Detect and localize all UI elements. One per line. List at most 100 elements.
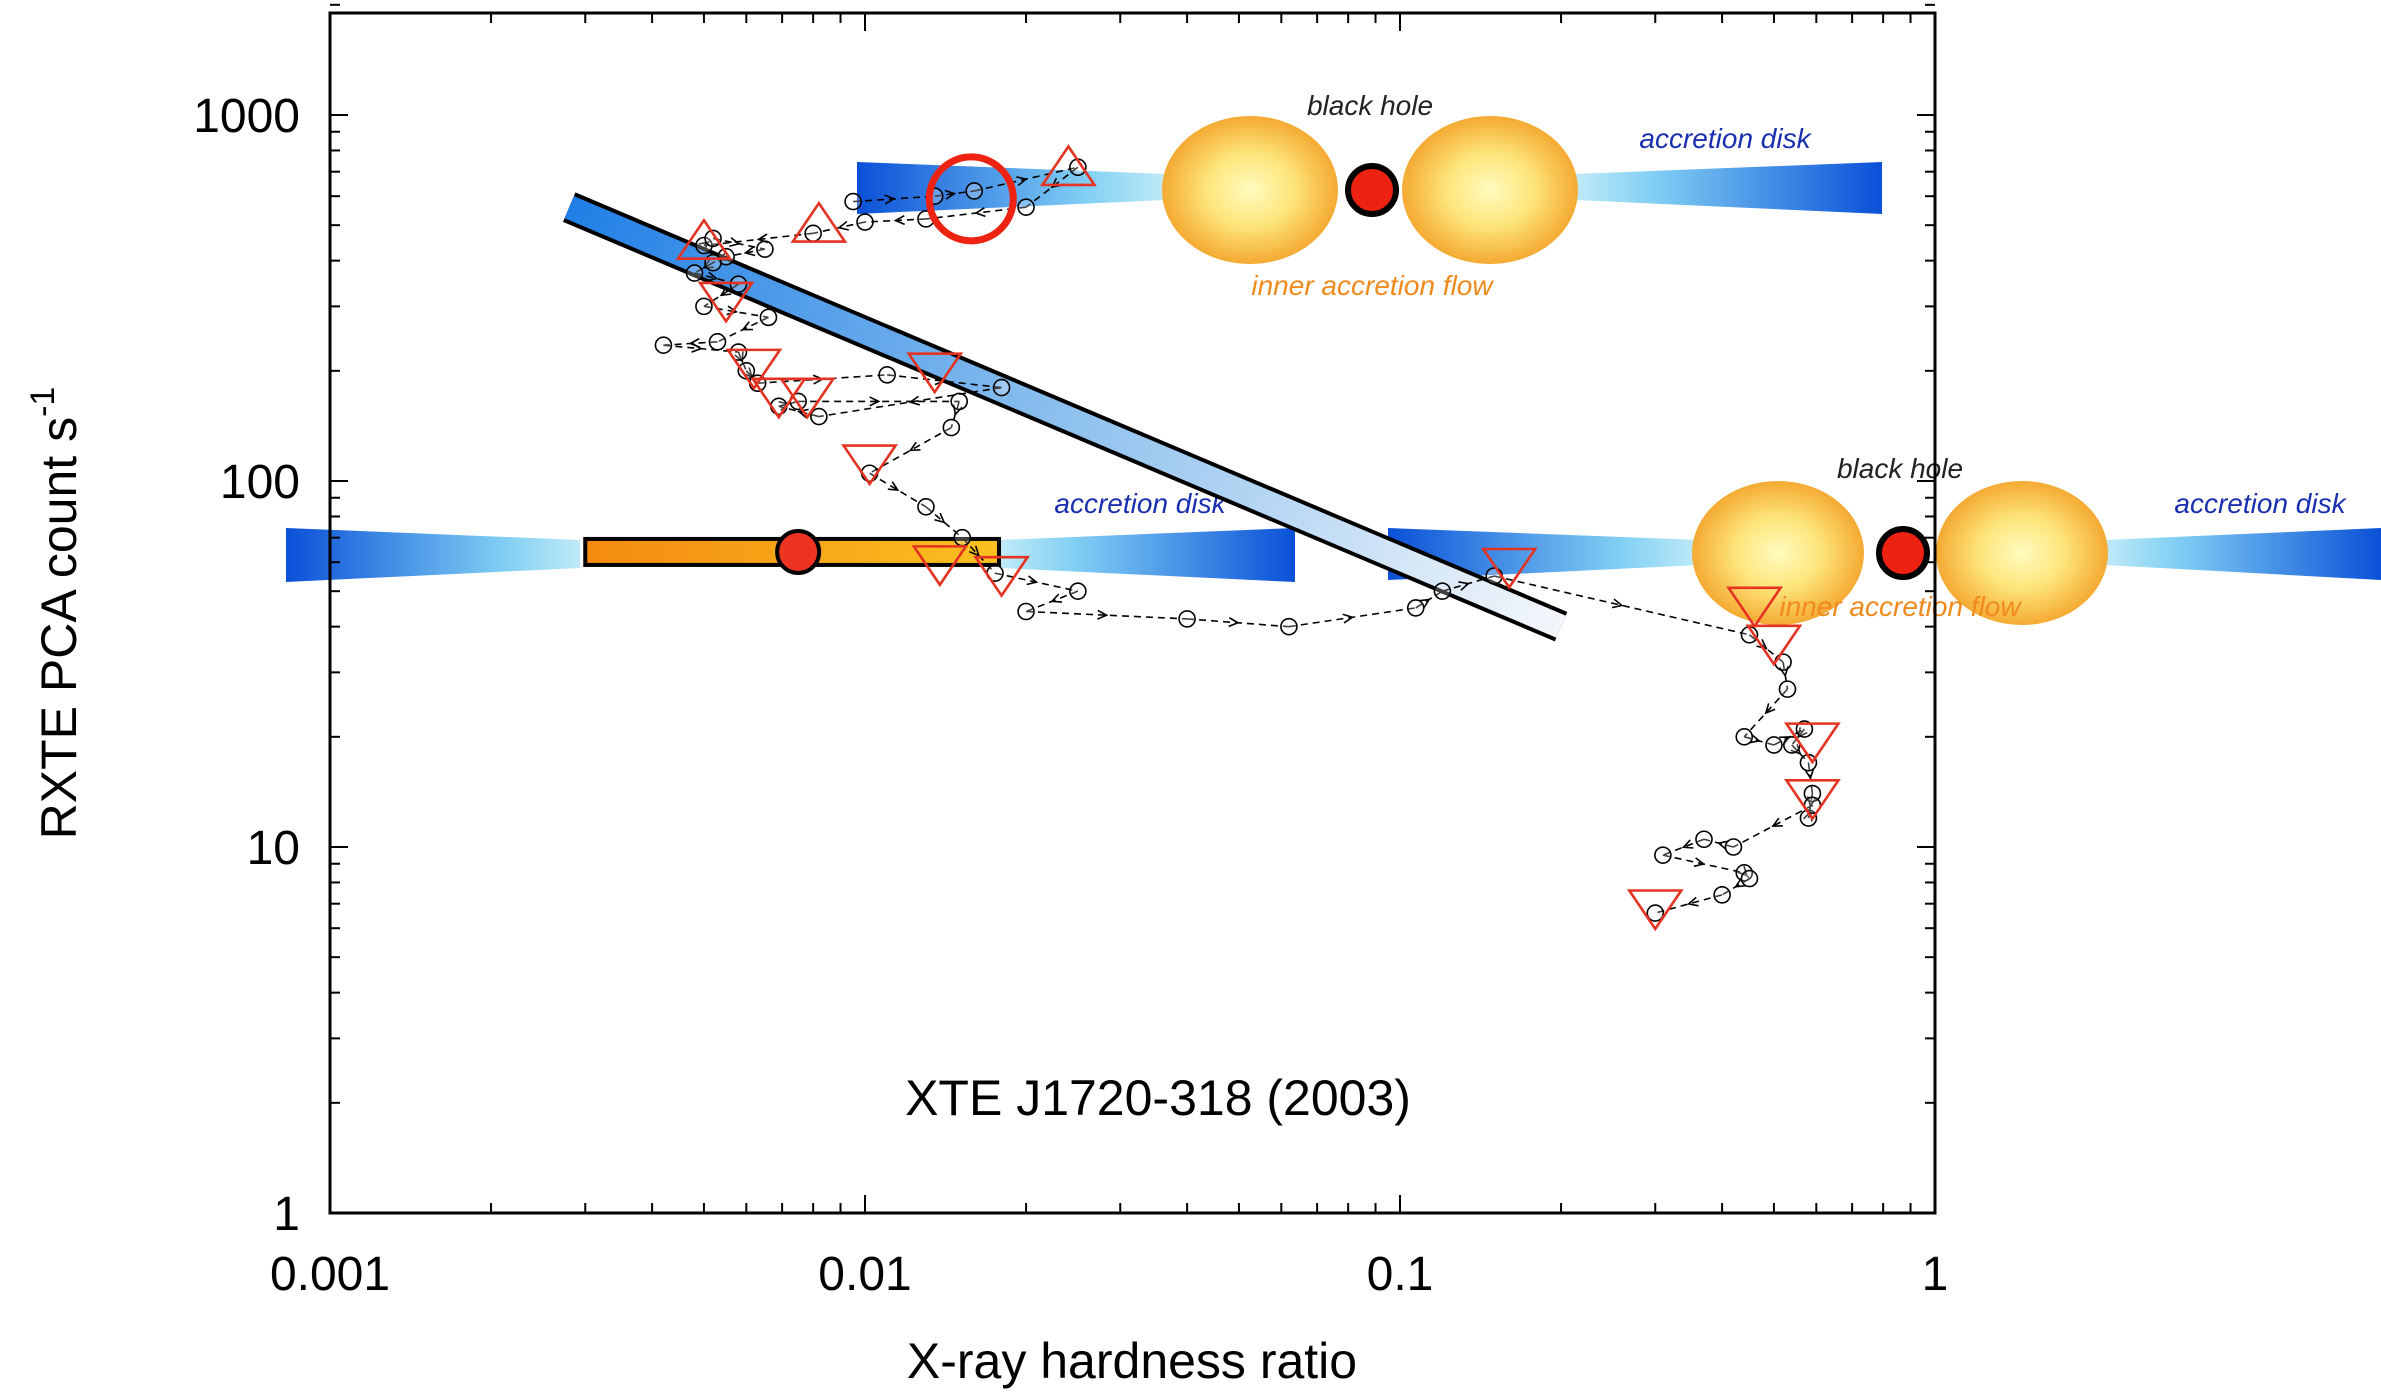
track-arrowhead: [969, 545, 980, 557]
triangle-point: [841, 444, 899, 487]
triangle-point: [1783, 722, 1841, 765]
track-arrowhead: [944, 189, 957, 200]
triangle-point: [1039, 144, 1097, 187]
x-axis-label: X-ray hardness ratio: [907, 1333, 1357, 1389]
triangle-point: [911, 545, 969, 588]
track-arrowhead: [1419, 598, 1431, 609]
track-connector: [869, 472, 927, 508]
track-arrowhead: [1764, 703, 1776, 715]
track-arrowhead: [1796, 727, 1808, 739]
track-arrowhead: [1734, 877, 1746, 888]
track-arrowhead: [797, 408, 809, 419]
inset-top-flow-label: inner accretion flow: [1251, 270, 1494, 301]
track-arrowhead: [893, 214, 906, 226]
circle-point: [685, 264, 704, 282]
triangle-point: [790, 200, 848, 243]
track-connector: [694, 261, 714, 274]
track-arrowhead: [1756, 639, 1768, 650]
circle-point: [1406, 599, 1425, 617]
track-arrowhead: [1737, 865, 1749, 878]
circle-point: [1713, 886, 1731, 904]
triangle-point: [1783, 779, 1841, 822]
chart-title: XTE J1720-318 (2003): [905, 1070, 1411, 1126]
track-connector: [1494, 575, 1750, 636]
track-arrowhead: [934, 512, 946, 524]
track-arrowhead: [702, 259, 714, 269]
track-arrowhead: [743, 246, 756, 257]
circle-point: [1724, 838, 1743, 856]
circle-point: [1433, 582, 1452, 600]
circle-point: [1735, 728, 1754, 746]
axis-ticks: [329, 3, 1935, 1214]
track-connector: [818, 386, 1002, 418]
track-arrowhead: [1050, 593, 1063, 603]
triangle-point: [1626, 889, 1684, 932]
track-connector: [934, 190, 975, 197]
inset-right-flow-right: [1936, 481, 2108, 625]
inset-left-disk-inner: [1000, 528, 1295, 582]
x-tick-label: 1: [1922, 1248, 1949, 1301]
circle-point: [953, 528, 972, 547]
y-axis-label: RXTE PCA count s-1: [24, 387, 87, 840]
circle-point: [844, 192, 862, 211]
triangle-point: [778, 377, 836, 420]
track-arrowhead: [1458, 581, 1471, 591]
track-connector: [1743, 688, 1789, 738]
inset-right-black-hole: [1876, 526, 1930, 580]
track-connector: [703, 305, 769, 319]
track-arrowhead: [691, 342, 703, 353]
triangle-point: [675, 217, 733, 260]
triangle-point: [1480, 547, 1538, 590]
x-tick-label: 0.1: [1367, 1248, 1434, 1301]
inset-left-disk-label: accretion disk: [1054, 488, 1227, 519]
circle-point: [704, 229, 722, 248]
circle-point: [965, 182, 984, 200]
circle-point: [1280, 617, 1298, 636]
track-arrowhead: [837, 220, 849, 231]
circle-point: [950, 392, 969, 411]
track-connector: [1026, 610, 1188, 620]
circle-point: [759, 308, 778, 327]
circle-point: [1646, 904, 1665, 922]
triangle-point: [906, 352, 964, 395]
track-arrowhead: [884, 194, 896, 205]
circle-point: [878, 366, 896, 384]
track-arrowhead: [1611, 598, 1624, 609]
x-tick-label: 0.001: [270, 1248, 390, 1301]
circle-point: [1740, 869, 1759, 888]
circle-point: [992, 378, 1011, 397]
track-arrowhead: [729, 237, 741, 248]
circle-point: [1485, 567, 1504, 585]
inset-top-flow-right: [1402, 116, 1578, 264]
circle-point: [695, 297, 713, 316]
track-arrowhead: [1804, 768, 1815, 780]
circle-point: [1765, 736, 1783, 754]
circle-point: [1778, 680, 1797, 698]
circle-point: [942, 418, 961, 437]
circle-point: [695, 236, 713, 255]
circle-point: [1178, 610, 1196, 628]
track-arrowhead: [1693, 857, 1706, 868]
soft-state-marker: [583, 528, 1001, 575]
track-connector: [1733, 804, 1813, 848]
track-arrowhead: [1686, 896, 1699, 907]
track-arrowhead: [1749, 733, 1761, 744]
inset-right-disk-label: accretion disk: [2174, 488, 2347, 519]
inset-top-black-hole: [1345, 163, 1399, 217]
track-arrowhead: [1716, 840, 1729, 851]
track-connector: [1791, 728, 1806, 746]
track-arrowhead: [698, 240, 710, 252]
triangle-point: [697, 281, 755, 324]
track-arrowhead: [1681, 839, 1694, 849]
track-arrowhead: [1771, 817, 1783, 828]
y-tick-label: 1: [273, 1188, 300, 1241]
inset-top-flow-left: [1162, 116, 1338, 264]
y-tick-label: 10: [247, 822, 300, 875]
circle-point: [1017, 198, 1035, 216]
circle-point: [810, 407, 828, 426]
circle-point: [704, 253, 722, 272]
circle-point: [1017, 602, 1035, 621]
circle-point: [1795, 720, 1814, 738]
track-connector: [1025, 166, 1079, 208]
